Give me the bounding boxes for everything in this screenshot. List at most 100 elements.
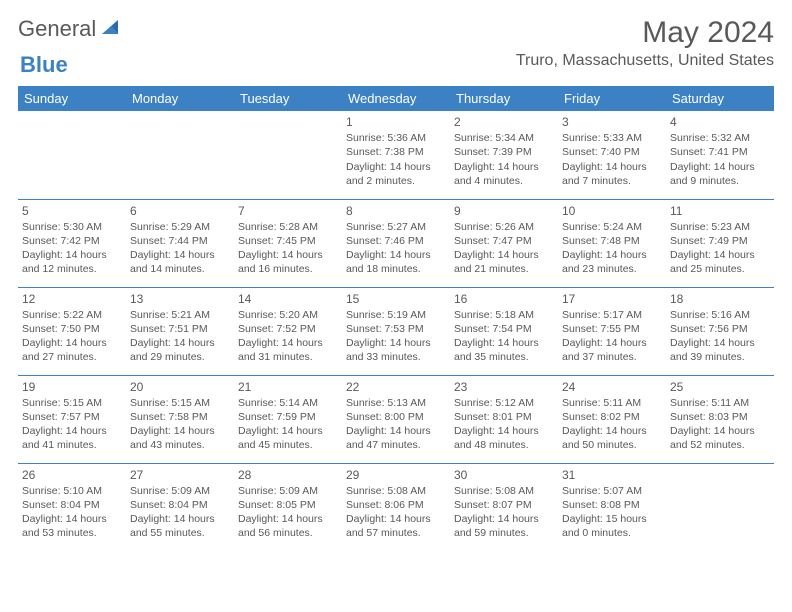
sunset-text: Sunset: 8:07 PM [454, 498, 554, 512]
daylight-text: Daylight: 14 hours and 9 minutes. [670, 160, 770, 188]
calendar-row: 5Sunrise: 5:30 AMSunset: 7:42 PMDaylight… [18, 199, 774, 287]
day-number: 28 [238, 467, 338, 483]
day-number: 21 [238, 379, 338, 395]
sunset-text: Sunset: 7:56 PM [670, 322, 770, 336]
sunset-text: Sunset: 7:47 PM [454, 234, 554, 248]
sunrise-text: Sunrise: 5:19 AM [346, 308, 446, 322]
day-header: Wednesday [342, 86, 450, 111]
calendar-cell: 22Sunrise: 5:13 AMSunset: 8:00 PMDayligh… [342, 375, 450, 463]
calendar-cell: 14Sunrise: 5:20 AMSunset: 7:52 PMDayligh… [234, 287, 342, 375]
daylight-text: Daylight: 14 hours and 21 minutes. [454, 248, 554, 276]
sunset-text: Sunset: 7:45 PM [238, 234, 338, 248]
daylight-text: Daylight: 14 hours and 53 minutes. [22, 512, 122, 540]
sunrise-text: Sunrise: 5:13 AM [346, 396, 446, 410]
daylight-text: Daylight: 14 hours and 31 minutes. [238, 336, 338, 364]
calendar-cell: 8Sunrise: 5:27 AMSunset: 7:46 PMDaylight… [342, 199, 450, 287]
day-number: 6 [130, 203, 230, 219]
sunrise-text: Sunrise: 5:11 AM [562, 396, 662, 410]
sunrise-text: Sunrise: 5:10 AM [22, 484, 122, 498]
daylight-text: Daylight: 14 hours and 33 minutes. [346, 336, 446, 364]
day-number: 14 [238, 291, 338, 307]
calendar-cell: 2Sunrise: 5:34 AMSunset: 7:39 PMDaylight… [450, 111, 558, 199]
daylight-text: Daylight: 15 hours and 0 minutes. [562, 512, 662, 540]
logo-text-general: General [18, 16, 96, 42]
sunrise-text: Sunrise: 5:34 AM [454, 131, 554, 145]
sunset-text: Sunset: 8:06 PM [346, 498, 446, 512]
sunset-text: Sunset: 8:04 PM [130, 498, 230, 512]
sunset-text: Sunset: 8:02 PM [562, 410, 662, 424]
sunrise-text: Sunrise: 5:15 AM [22, 396, 122, 410]
sunrise-text: Sunrise: 5:29 AM [130, 220, 230, 234]
day-number: 25 [670, 379, 770, 395]
day-number: 12 [22, 291, 122, 307]
day-number: 17 [562, 291, 662, 307]
sunset-text: Sunset: 7:49 PM [670, 234, 770, 248]
day-number: 30 [454, 467, 554, 483]
sunrise-text: Sunrise: 5:33 AM [562, 131, 662, 145]
day-number: 18 [670, 291, 770, 307]
sunset-text: Sunset: 7:50 PM [22, 322, 122, 336]
sunrise-text: Sunrise: 5:36 AM [346, 131, 446, 145]
day-number: 15 [346, 291, 446, 307]
sunrise-text: Sunrise: 5:30 AM [22, 220, 122, 234]
day-number: 16 [454, 291, 554, 307]
day-header-row: Sunday Monday Tuesday Wednesday Thursday… [18, 86, 774, 111]
sunset-text: Sunset: 7:52 PM [238, 322, 338, 336]
sunset-text: Sunset: 7:38 PM [346, 145, 446, 159]
sunset-text: Sunset: 7:58 PM [130, 410, 230, 424]
daylight-text: Daylight: 14 hours and 2 minutes. [346, 160, 446, 188]
calendar-cell: 26Sunrise: 5:10 AMSunset: 8:04 PMDayligh… [18, 463, 126, 551]
calendar-cell: 20Sunrise: 5:15 AMSunset: 7:58 PMDayligh… [126, 375, 234, 463]
daylight-text: Daylight: 14 hours and 55 minutes. [130, 512, 230, 540]
daylight-text: Daylight: 14 hours and 59 minutes. [454, 512, 554, 540]
day-header: Sunday [18, 86, 126, 111]
day-number: 10 [562, 203, 662, 219]
calendar-cell: 27Sunrise: 5:09 AMSunset: 8:04 PMDayligh… [126, 463, 234, 551]
daylight-text: Daylight: 14 hours and 47 minutes. [346, 424, 446, 452]
daylight-text: Daylight: 14 hours and 4 minutes. [454, 160, 554, 188]
sunrise-text: Sunrise: 5:21 AM [130, 308, 230, 322]
calendar-cell: 17Sunrise: 5:17 AMSunset: 7:55 PMDayligh… [558, 287, 666, 375]
day-header: Friday [558, 86, 666, 111]
sunset-text: Sunset: 7:39 PM [454, 145, 554, 159]
daylight-text: Daylight: 14 hours and 12 minutes. [22, 248, 122, 276]
calendar-cell: 28Sunrise: 5:09 AMSunset: 8:05 PMDayligh… [234, 463, 342, 551]
calendar-cell: 29Sunrise: 5:08 AMSunset: 8:06 PMDayligh… [342, 463, 450, 551]
daylight-text: Daylight: 14 hours and 57 minutes. [346, 512, 446, 540]
day-number: 4 [670, 114, 770, 130]
calendar-cell: 23Sunrise: 5:12 AMSunset: 8:01 PMDayligh… [450, 375, 558, 463]
calendar-cell: 31Sunrise: 5:07 AMSunset: 8:08 PMDayligh… [558, 463, 666, 551]
sunset-text: Sunset: 8:03 PM [670, 410, 770, 424]
calendar-cell: 15Sunrise: 5:19 AMSunset: 7:53 PMDayligh… [342, 287, 450, 375]
calendar-cell: 16Sunrise: 5:18 AMSunset: 7:54 PMDayligh… [450, 287, 558, 375]
daylight-text: Daylight: 14 hours and 41 minutes. [22, 424, 122, 452]
sunset-text: Sunset: 7:48 PM [562, 234, 662, 248]
daylight-text: Daylight: 14 hours and 27 minutes. [22, 336, 122, 364]
location: Truro, Massachusetts, United States [516, 52, 774, 70]
page-title: May 2024 [516, 16, 774, 50]
daylight-text: Daylight: 14 hours and 50 minutes. [562, 424, 662, 452]
daylight-text: Daylight: 14 hours and 14 minutes. [130, 248, 230, 276]
daylight-text: Daylight: 14 hours and 25 minutes. [670, 248, 770, 276]
sunrise-text: Sunrise: 5:08 AM [454, 484, 554, 498]
sunrise-text: Sunrise: 5:22 AM [22, 308, 122, 322]
calendar-row: 26Sunrise: 5:10 AMSunset: 8:04 PMDayligh… [18, 463, 774, 551]
sunrise-text: Sunrise: 5:09 AM [130, 484, 230, 498]
day-number: 22 [346, 379, 446, 395]
sunset-text: Sunset: 7:46 PM [346, 234, 446, 248]
daylight-text: Daylight: 14 hours and 43 minutes. [130, 424, 230, 452]
calendar-cell: 1Sunrise: 5:36 AMSunset: 7:38 PMDaylight… [342, 111, 450, 199]
daylight-text: Daylight: 14 hours and 16 minutes. [238, 248, 338, 276]
calendar-cell: 6Sunrise: 5:29 AMSunset: 7:44 PMDaylight… [126, 199, 234, 287]
day-header: Tuesday [234, 86, 342, 111]
daylight-text: Daylight: 14 hours and 45 minutes. [238, 424, 338, 452]
day-number: 7 [238, 203, 338, 219]
sunset-text: Sunset: 7:53 PM [346, 322, 446, 336]
calendar-cell: 11Sunrise: 5:23 AMSunset: 7:49 PMDayligh… [666, 199, 774, 287]
day-number: 1 [346, 114, 446, 130]
sunrise-text: Sunrise: 5:16 AM [670, 308, 770, 322]
sunset-text: Sunset: 8:08 PM [562, 498, 662, 512]
calendar-cell: 9Sunrise: 5:26 AMSunset: 7:47 PMDaylight… [450, 199, 558, 287]
sunrise-text: Sunrise: 5:15 AM [130, 396, 230, 410]
logo: General [18, 16, 124, 42]
